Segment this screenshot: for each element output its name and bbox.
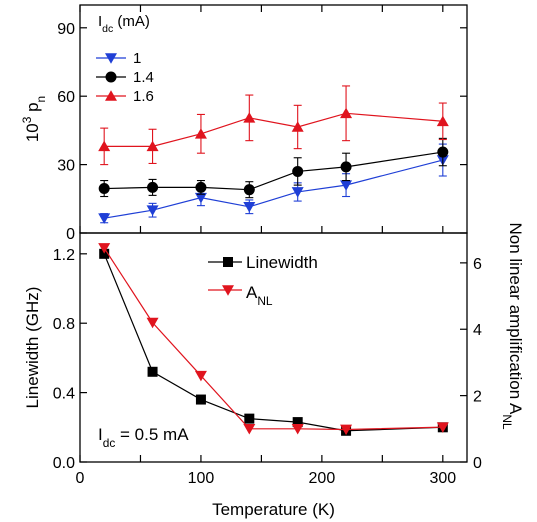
legend-marker: [222, 285, 234, 296]
top-y-axis-title: 103 pn: [20, 96, 48, 142]
legend-label: 1.4: [133, 69, 154, 86]
right-y-tick-label: 4: [473, 322, 482, 339]
data-point: [291, 424, 304, 435]
data-point: [98, 213, 111, 224]
data-point: [98, 243, 111, 254]
left-y-tick-label: 0.0: [53, 455, 75, 472]
annotation-text: Idc = 0.5 mA: [98, 425, 189, 450]
series-linewidth: [99, 248, 448, 436]
left-y-tick-label: 1.2: [53, 247, 75, 264]
data-point: [195, 394, 206, 405]
top-panel: 0 30 60 90 103 pn Idc (mA) 1 1.4 1.6: [20, 4, 468, 243]
data-point: [340, 161, 352, 173]
data-point: [436, 115, 449, 127]
top-y-tick-label: 30: [57, 158, 75, 175]
data-point: [194, 128, 207, 139]
data-point: [243, 184, 255, 196]
series-1.4: [98, 137, 449, 199]
data-point: [340, 424, 353, 436]
x-axis-title: Temperature (K): [212, 500, 335, 519]
series-1.6: [98, 85, 449, 166]
series-line: [103, 253, 443, 432]
right-y-tick-label: 0: [473, 455, 482, 472]
left-y-axis-title: Linewidth (GHz): [23, 287, 42, 409]
top-y-tick-label: 90: [57, 21, 75, 38]
data-point: [292, 417, 303, 428]
legend-label: ANL: [246, 283, 273, 308]
right-y-axis-title: Non linear amplification ANL: [500, 222, 525, 429]
legend-marker: [105, 71, 117, 83]
legend-label: 1: [133, 50, 141, 67]
x-tick-label: 100: [188, 470, 215, 487]
series-line: [104, 112, 443, 147]
legend-marker: [223, 257, 233, 267]
data-point: [244, 413, 255, 424]
data-point: [98, 183, 110, 195]
data-point: [292, 165, 304, 177]
data-point: [147, 181, 159, 193]
bottom-plot-frame: [79, 232, 468, 463]
data-point: [291, 187, 304, 198]
x-tick-label: 300: [429, 470, 456, 487]
data-point: [146, 317, 159, 329]
data-point: [340, 107, 353, 119]
data-point: [98, 140, 111, 152]
series-1: [98, 143, 449, 224]
data-point: [340, 180, 353, 191]
data-point: [147, 366, 158, 377]
legend-label: Linewidth: [246, 253, 318, 272]
data-point: [194, 370, 207, 382]
right-y-tick-label: 2: [473, 389, 482, 406]
x-tick-label: 0: [76, 470, 85, 487]
data-point: [195, 181, 207, 193]
legend-label: 1.6: [133, 88, 154, 105]
data-point: [243, 201, 256, 213]
legend-title: Idc (mA): [98, 13, 150, 35]
series-anl: [98, 243, 449, 436]
data-point: [243, 424, 256, 435]
data-point: [291, 121, 304, 132]
data-point: [437, 146, 449, 158]
top-y-tick-label: 0: [66, 226, 75, 243]
bottom-panel: 0.0 0.4 0.8 1.2 0 2 4 6 0 100 200 300 Temperature (K…: [23, 222, 525, 519]
data-point: [146, 140, 159, 152]
x-tick-label: 200: [309, 470, 336, 487]
left-y-tick-label: 0.8: [53, 316, 75, 333]
data-point: [436, 422, 449, 433]
legend-marker: [105, 90, 117, 101]
data-point: [146, 205, 159, 216]
legend-marker: [105, 53, 117, 64]
data-point: [243, 112, 256, 123]
series-line: [103, 247, 443, 431]
left-y-tick-label: 0.4: [53, 386, 75, 403]
data-point: [99, 248, 110, 259]
data-point: [194, 192, 207, 204]
right-y-tick-label: 6: [473, 256, 482, 273]
top-y-tick-label: 60: [57, 89, 75, 106]
